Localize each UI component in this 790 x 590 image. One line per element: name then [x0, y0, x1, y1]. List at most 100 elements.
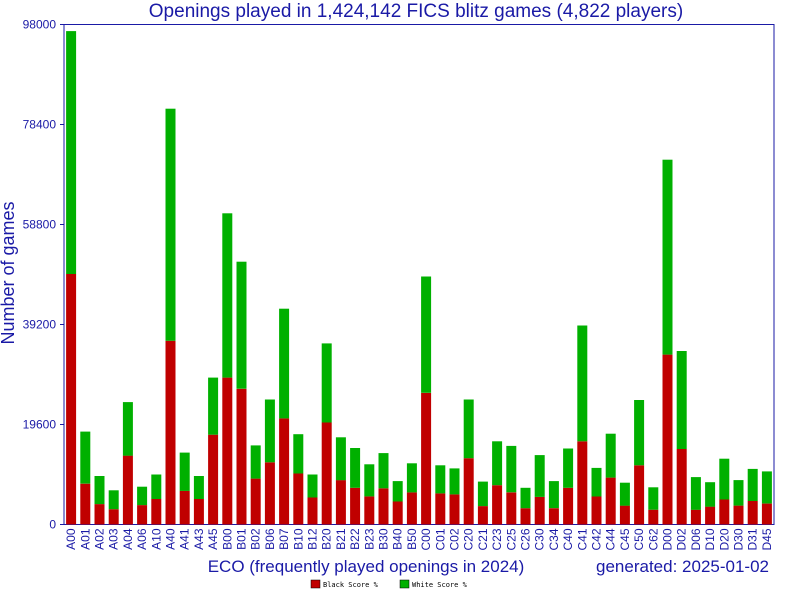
bar-black-a03 [108, 509, 119, 525]
bar-white-a41 [179, 452, 190, 491]
bar-white-b40 [392, 481, 403, 502]
bar-white-b23 [364, 464, 375, 497]
bar-black-c50 [634, 465, 645, 525]
bar-black-a10 [151, 499, 162, 525]
bar-white-c44 [605, 433, 616, 478]
bar-black-b00 [222, 377, 233, 525]
bar-black-c26 [520, 508, 531, 525]
bar-black-a04 [122, 455, 133, 525]
bar-white-a00 [66, 31, 77, 274]
x-tick-label-c44: C44 [604, 528, 618, 550]
x-tick-label-a03: A03 [107, 528, 121, 550]
x-tick-label-c23: C23 [490, 528, 504, 550]
bar-white-c26 [520, 487, 531, 509]
bar-black-c23 [492, 485, 503, 525]
x-tick-label-d02: D02 [675, 528, 689, 550]
bar-white-c62 [648, 487, 659, 510]
bar-white-c41 [577, 325, 588, 442]
bar-black-d20 [719, 499, 730, 525]
bar-white-b02 [250, 445, 261, 479]
x-tick-label-c26: C26 [519, 528, 533, 550]
x-tick-label-b01: B01 [235, 528, 249, 550]
bar-black-d02 [676, 449, 687, 525]
bar-white-d06 [690, 477, 701, 510]
x-tick-label-d20: D20 [717, 528, 731, 550]
bar-white-a02 [94, 476, 105, 505]
bar-white-d02 [676, 351, 687, 449]
legend: Black Score % White Score % [310, 579, 468, 589]
x-tick-label-d00: D00 [661, 528, 675, 550]
x-tick-label-a43: A43 [192, 528, 206, 550]
bar-black-b12 [307, 497, 318, 525]
bar-white-c50 [634, 400, 645, 466]
legend-swatch-black [310, 579, 321, 589]
bar-white-c42 [591, 467, 602, 497]
y-tick-label: 39200 [23, 318, 57, 332]
plot-frame [63, 24, 775, 525]
x-tick-label-d06: D06 [689, 528, 703, 550]
bar-white-a40 [165, 108, 176, 341]
bar-white-c20 [463, 399, 474, 459]
x-axis-label: ECO (frequently played openings in 2024) [208, 557, 525, 576]
bar-white-d20 [719, 458, 730, 500]
x-tick-label-a41: A41 [178, 528, 192, 550]
bar-white-b07 [279, 308, 290, 419]
bar-black-c02 [449, 494, 460, 525]
y-tick-label: 58800 [23, 218, 57, 232]
bar-black-d31 [747, 501, 758, 525]
x-tick-label-b02: B02 [249, 528, 263, 550]
bar-black-b06 [264, 462, 275, 525]
x-tick-label-b00: B00 [220, 528, 234, 550]
x-tick-label-b20: B20 [320, 528, 334, 550]
bar-black-c20 [463, 458, 474, 525]
y-tick-label: 19600 [23, 418, 57, 432]
bar-black-a02 [94, 504, 105, 525]
x-tick-label-c21: C21 [476, 528, 490, 550]
x-tick-label-c34: C34 [547, 528, 561, 550]
bar-black-b10 [293, 473, 304, 525]
bar-black-a45 [208, 434, 219, 525]
legend-label-white: White Score % [412, 581, 468, 589]
y-tick-label: 98000 [23, 18, 57, 32]
x-tick-label-c41: C41 [575, 528, 589, 550]
bar-black-d06 [690, 509, 701, 525]
y-tick-label: 78400 [23, 118, 57, 132]
bar-black-c21 [477, 506, 488, 525]
bar-black-b01 [236, 388, 247, 525]
bar-black-d00 [662, 354, 673, 525]
bar-black-c00 [421, 392, 432, 525]
bar-white-b30 [378, 453, 389, 489]
bar-black-c34 [548, 508, 559, 525]
bar-white-b20 [321, 343, 332, 423]
bar-black-c41 [577, 441, 588, 525]
bar-white-a10 [151, 474, 162, 499]
bar-black-b40 [392, 501, 403, 525]
x-tick-label-c01: C01 [433, 528, 447, 550]
bar-black-b20 [321, 422, 332, 525]
bar-black-c62 [648, 509, 659, 525]
x-tick-label-c62: C62 [646, 528, 660, 550]
x-tick-label-a45: A45 [206, 528, 220, 550]
bar-white-b01 [236, 261, 247, 389]
x-tick-label-c42: C42 [590, 528, 604, 550]
x-tick-label-b30: B30 [377, 528, 391, 550]
legend-label-black: Black Score % [323, 581, 379, 589]
bar-black-b07 [279, 418, 290, 525]
bar-white-c40 [563, 448, 574, 488]
bar-white-a43 [193, 476, 204, 499]
bar-black-d45 [761, 503, 772, 525]
bar-black-a00 [66, 274, 77, 525]
bar-black-a06 [137, 505, 148, 525]
x-tick-label-b23: B23 [362, 528, 376, 550]
bar-black-c45 [619, 505, 630, 525]
bar-white-b00 [222, 213, 233, 378]
bar-white-d10 [705, 482, 716, 507]
bar-white-a45 [208, 377, 219, 435]
bar-white-c34 [548, 481, 559, 509]
x-tick-label-d30: D30 [732, 528, 746, 550]
x-tick-label-b07: B07 [277, 528, 291, 550]
bar-white-b06 [264, 399, 275, 463]
bar-white-b50 [406, 463, 417, 493]
y-axis: 0 19600 39200 58800 78400 98000 [23, 18, 64, 532]
bar-black-b50 [406, 492, 417, 525]
